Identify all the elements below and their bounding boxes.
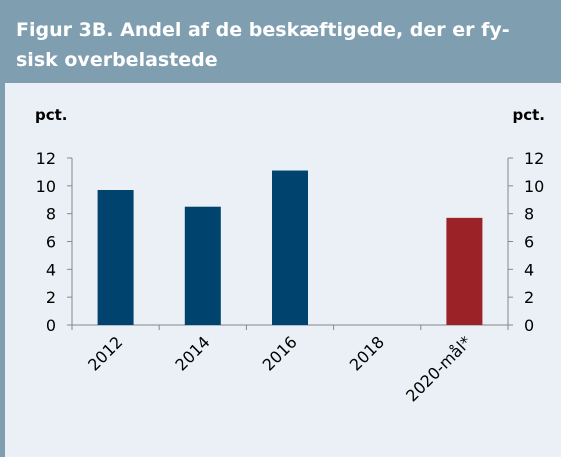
y-tick-label: 8 xyxy=(46,205,56,224)
y2-tick-label: 0 xyxy=(524,316,534,335)
y-tick-label: 0 xyxy=(46,316,56,335)
y2-tick-label: 6 xyxy=(524,233,534,252)
y-tick-label: 2 xyxy=(46,288,56,307)
y-tick-label: 6 xyxy=(46,233,56,252)
y2-tick-label: 8 xyxy=(524,205,534,224)
left-border xyxy=(0,0,5,457)
y2-axis-label: pct. xyxy=(513,106,546,124)
bar xyxy=(446,217,483,325)
y-tick-label: 4 xyxy=(46,260,56,279)
y2-tick-label: 2 xyxy=(524,288,534,307)
y-axis-label: pct. xyxy=(35,106,68,124)
bar xyxy=(184,206,221,325)
bar xyxy=(97,190,134,325)
bar xyxy=(272,170,308,325)
y2-tick-label: 4 xyxy=(524,260,534,279)
chart-title: Figur 3B. Andel af de beskæftigede, der … xyxy=(16,19,510,41)
header xyxy=(0,0,561,83)
chart-title: sisk overbelastede xyxy=(16,49,218,71)
y2-tick-label: 10 xyxy=(524,177,544,196)
y2-tick-label: 12 xyxy=(524,149,544,168)
y-tick-label: 10 xyxy=(36,177,56,196)
y-tick-label: 12 xyxy=(36,149,56,168)
